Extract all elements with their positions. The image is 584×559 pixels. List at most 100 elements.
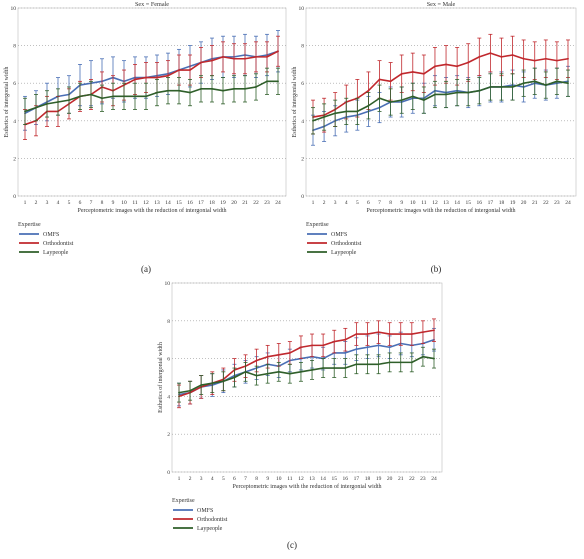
y-axis-label: Esthetics of intergonial width: [291, 67, 298, 138]
x-tick-label: 13: [309, 476, 315, 482]
data-point: [300, 370, 302, 373]
data-point: [178, 89, 180, 92]
x-tick-label: 22: [543, 200, 549, 206]
data-point: [377, 344, 380, 347]
x-tick-label: 4: [345, 200, 348, 206]
data-point: [123, 95, 125, 98]
data-point: [178, 69, 180, 71]
data-point: [189, 389, 191, 392]
series-laypeople: [311, 67, 570, 135]
data-point: [389, 80, 392, 83]
y-tick-label: 8: [167, 319, 170, 325]
y-tick-label: 10: [299, 6, 305, 12]
data-point: [266, 80, 268, 83]
legend-entry: Orthodontist: [331, 241, 362, 247]
data-point: [400, 72, 403, 75]
legend-title: Expertise: [306, 222, 329, 228]
y-tick-label: 6: [167, 357, 170, 363]
data-point: [500, 55, 503, 58]
data-point: [288, 372, 291, 375]
chart-title: Sex = Female: [135, 1, 169, 8]
data-point: [57, 101, 59, 103]
x-tick-label: 1: [24, 200, 27, 206]
data-point: [434, 93, 436, 96]
data-point: [366, 333, 369, 335]
x-tick-label: 9: [266, 476, 269, 482]
data-point: [244, 87, 246, 90]
y-axis-label: Esthetics of intergonial width: [3, 67, 10, 138]
legend-title: Expertise: [172, 498, 195, 504]
x-tick-label: 19: [376, 476, 382, 482]
series-laypeople: [23, 67, 280, 125]
x-tick-label: 15: [331, 476, 337, 482]
x-tick-label: 24: [565, 200, 571, 206]
data-point: [145, 76, 147, 79]
data-point: [511, 86, 514, 88]
data-point: [411, 95, 414, 98]
data-point: [422, 99, 425, 102]
data-point: [134, 95, 136, 98]
data-point: [200, 384, 203, 386]
data-point: [500, 86, 503, 88]
series-line: [24, 50, 279, 114]
x-tick-label: 7: [244, 476, 247, 482]
x-tick-label: 13: [443, 200, 449, 206]
data-point: [68, 99, 70, 102]
data-point: [344, 367, 347, 369]
panel-label: (b): [431, 264, 442, 274]
series-orthodontist: [177, 318, 436, 409]
data-point: [422, 355, 424, 358]
series-omfs: [177, 327, 436, 407]
data-point: [489, 52, 492, 55]
x-tick-label: 10: [121, 200, 127, 206]
x-tick-label: 3: [46, 200, 49, 206]
data-point: [211, 87, 213, 90]
data-point: [522, 57, 525, 60]
x-tick-label: 4: [57, 200, 60, 206]
series-line: [312, 80, 569, 122]
series-omfs: [23, 30, 280, 131]
data-point: [389, 101, 392, 103]
data-point: [433, 357, 435, 360]
data-point: [189, 91, 191, 94]
data-point: [377, 363, 380, 366]
x-tick-label: 5: [356, 200, 359, 206]
data-point: [200, 87, 202, 90]
x-tick-label: 18: [499, 200, 505, 206]
x-tick-label: 8: [389, 200, 392, 206]
data-point: [311, 369, 313, 371]
x-tick-label: 2: [323, 200, 326, 206]
series-line: [312, 80, 569, 131]
x-tick-label: 16: [187, 200, 193, 206]
data-point: [355, 333, 358, 335]
data-point: [399, 361, 402, 364]
x-tick-label: 4: [211, 476, 214, 482]
data-point: [300, 346, 302, 349]
x-tick-label: 8: [101, 200, 104, 206]
data-point: [556, 59, 558, 62]
data-point: [233, 57, 235, 60]
x-tick-label: 21: [532, 200, 538, 206]
data-point: [156, 76, 158, 79]
x-tick-label: 11: [421, 200, 427, 206]
data-point: [378, 78, 381, 81]
data-point: [377, 331, 380, 334]
data-point: [344, 338, 347, 341]
x-tick-label: 8: [255, 476, 258, 482]
x-tick-label: 24: [431, 476, 437, 482]
data-point: [266, 55, 268, 58]
x-tick-label: 15: [465, 200, 471, 206]
x-tick-label: 3: [200, 476, 203, 482]
data-point: [145, 95, 147, 98]
x-tick-label: 7: [90, 200, 93, 206]
x-tick-label: 17: [198, 200, 204, 206]
x-tick-label: 10: [410, 200, 416, 206]
data-point: [233, 376, 236, 379]
legend-entry: Laypeople: [43, 250, 69, 256]
data-point: [334, 112, 337, 115]
x-tick-label: 12: [143, 200, 149, 206]
x-tick-label: 3: [334, 200, 337, 206]
data-point: [46, 102, 48, 105]
